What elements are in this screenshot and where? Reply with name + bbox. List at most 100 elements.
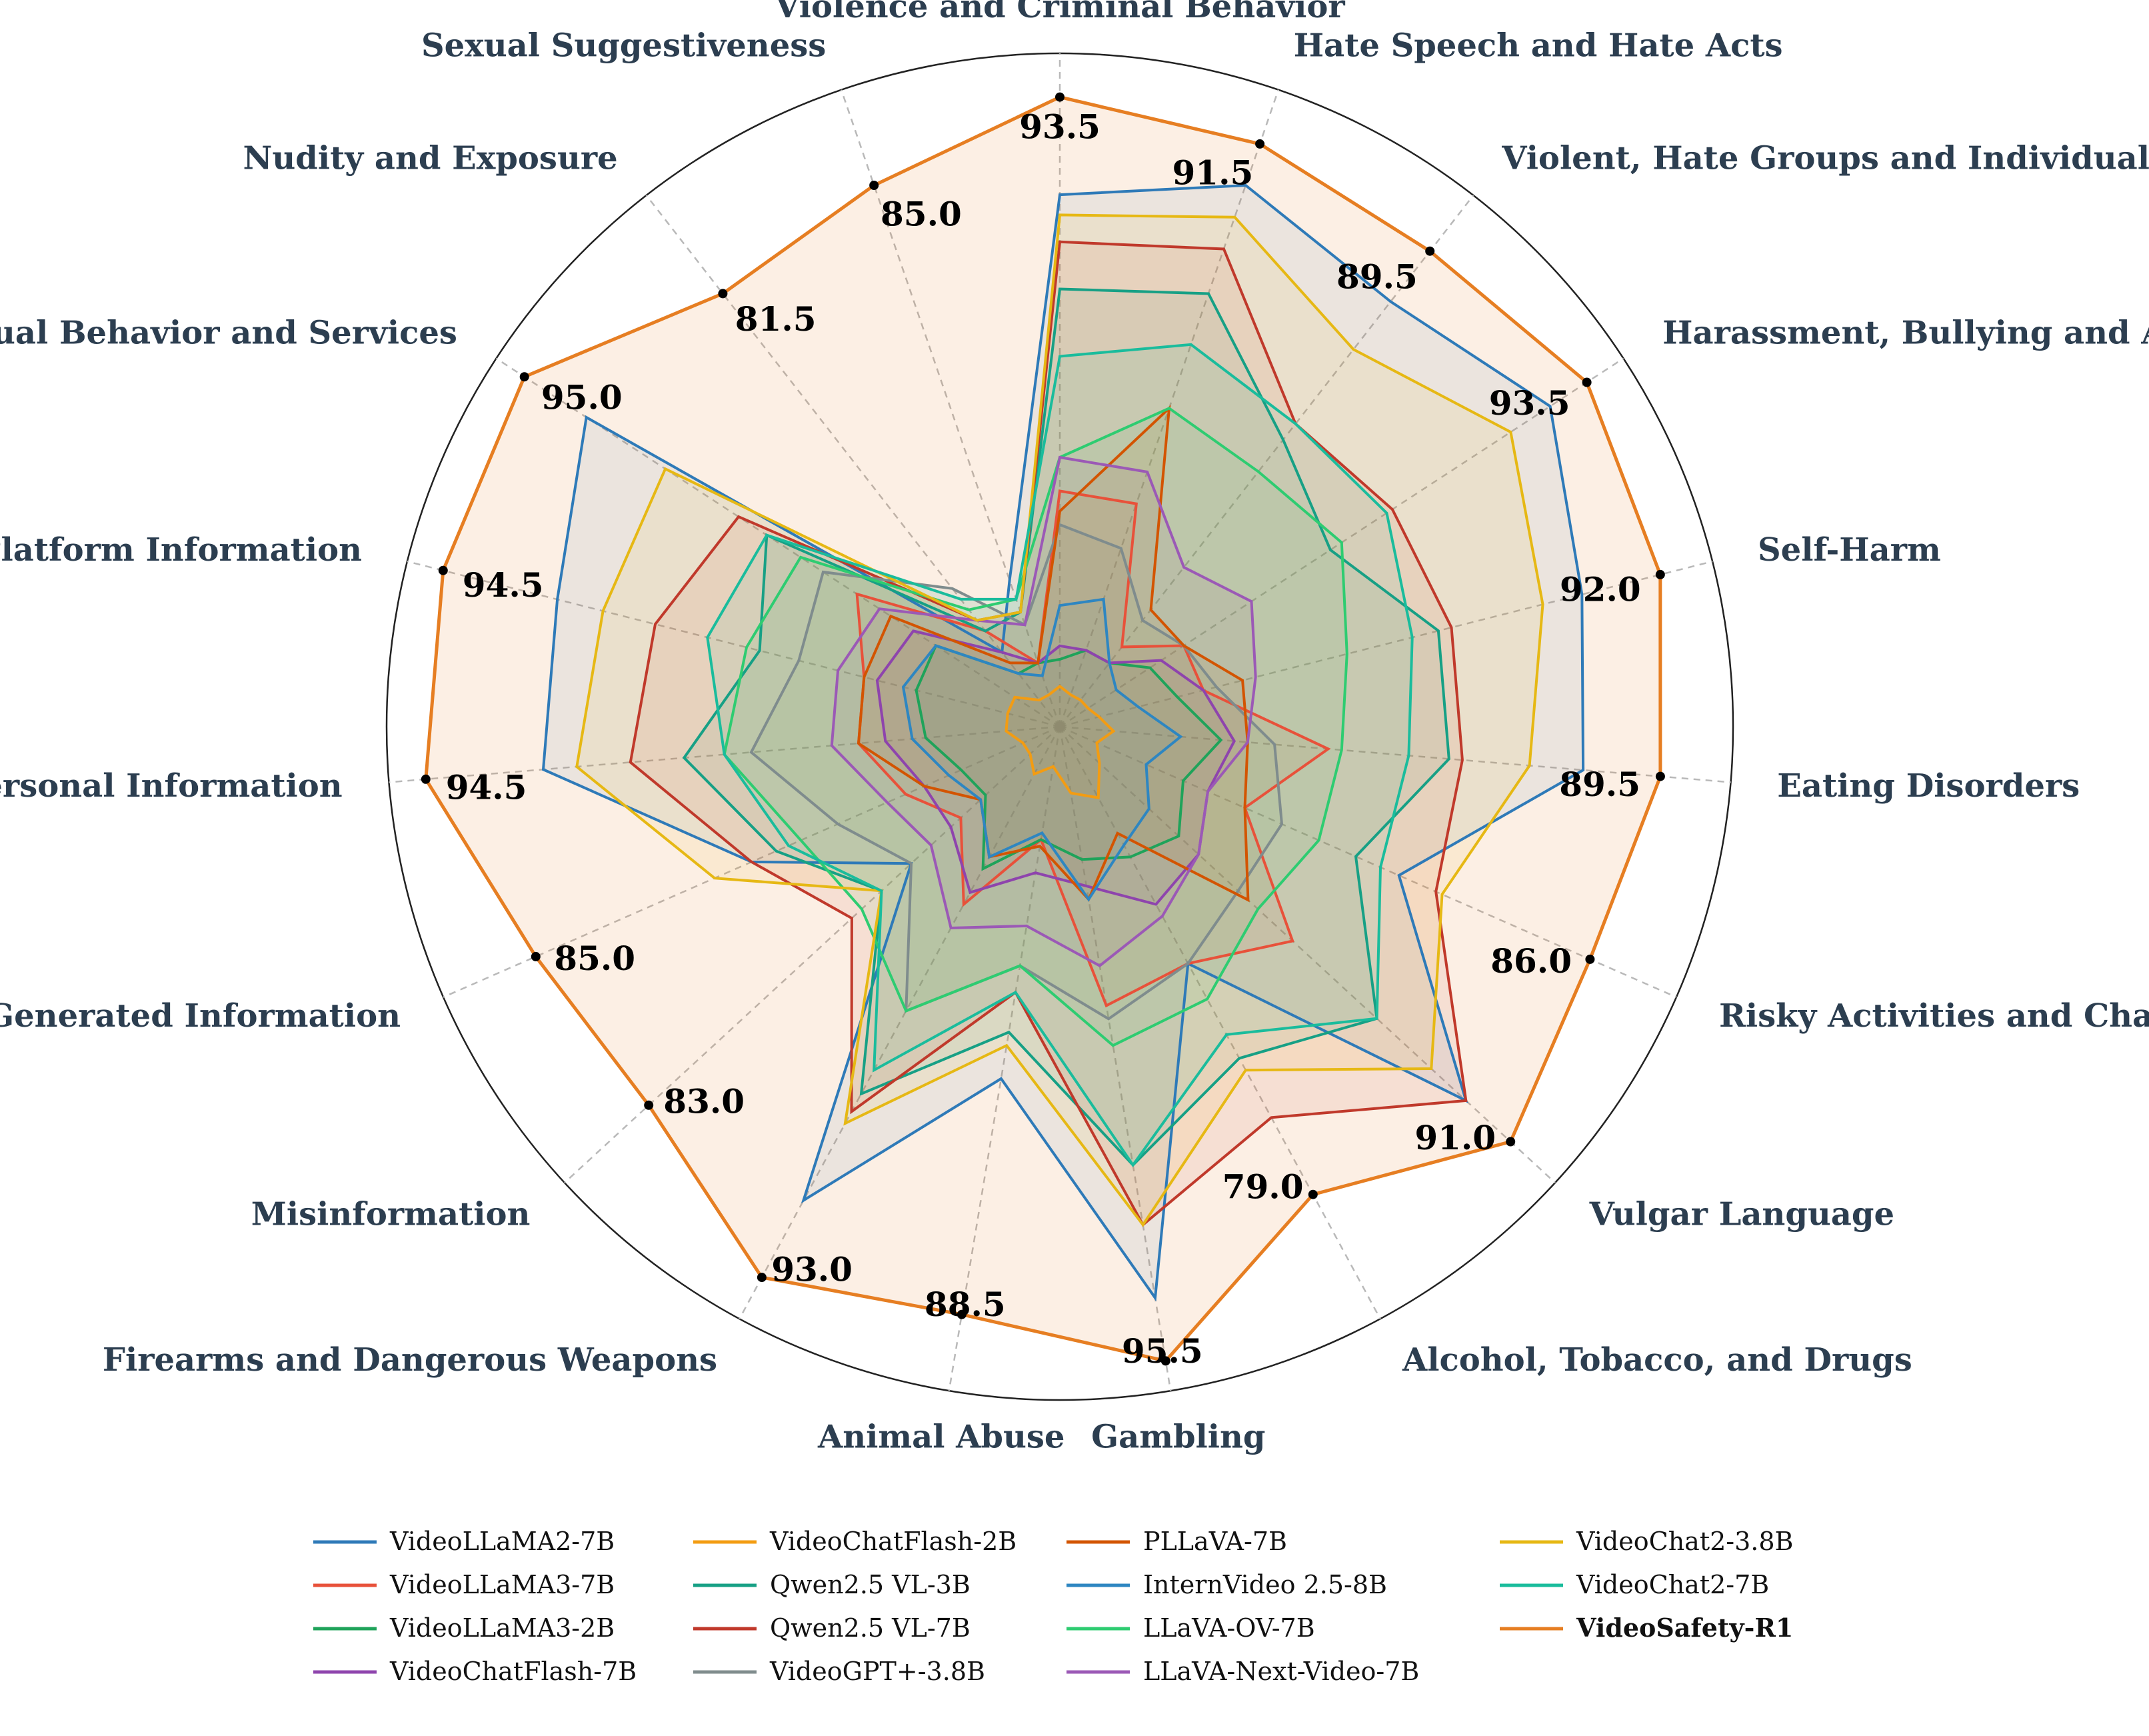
value-label: 94.5 <box>446 767 527 807</box>
category-label: Personal Information <box>0 767 343 805</box>
category-label: Platform Information <box>0 531 362 569</box>
series-fill-4 <box>1006 686 1114 798</box>
highlight-point <box>1655 569 1665 579</box>
value-label: 91.5 <box>1172 153 1254 192</box>
highlight-point <box>1506 1137 1516 1147</box>
category-label: Sexual Suggestiveness <box>421 27 826 65</box>
highlight-point <box>1160 1356 1170 1366</box>
category-label: Hate Speech and Hate Acts <box>1294 27 1783 65</box>
legend-label: LLaVA-OV-7B <box>1143 1613 1315 1643</box>
series-line-13 <box>706 343 1414 1167</box>
category-label: Animal Abuse <box>817 1418 1065 1455</box>
highlight-point <box>957 1309 967 1319</box>
highlight-markers <box>421 92 1665 1366</box>
category-label: Harassment, Bullying and Abuse <box>1662 314 2149 351</box>
radial-gridline <box>407 560 1061 728</box>
legend-label: Qwen2.5 VL-3B <box>770 1570 971 1599</box>
value-label: 92.0 <box>1560 569 1641 609</box>
highlight-point <box>757 1273 767 1283</box>
series-fill-5 <box>684 289 1449 1165</box>
highlight-point <box>1055 92 1065 102</box>
value-label: 88.5 <box>925 1285 1006 1324</box>
category-label: Risky Activities and Challenges <box>1719 997 2149 1035</box>
series-line-4 <box>1005 684 1116 799</box>
legend-label: PLLaVA-7B <box>1143 1527 1287 1556</box>
category-label: Vulgar Language <box>1589 1196 1894 1233</box>
value-labels: 93.5 91.5 89.5 93.5 92.0 89.5 86.0 91.0 79.0 95.5… <box>446 107 1641 1371</box>
radial-gridline <box>564 726 1061 1184</box>
series-fill-14 <box>425 97 1660 1361</box>
legend-label: LLaVA-Next-Video-7B <box>1143 1657 1419 1686</box>
radial-gridline <box>1059 726 1556 1184</box>
highlight-point <box>519 372 529 382</box>
value-label: 85.0 <box>554 939 635 978</box>
radial-gridline <box>495 357 1061 728</box>
category-label: Firearms and Dangerous Weapons <box>103 1341 717 1379</box>
radial-gridline <box>1059 725 1677 998</box>
series-fill-10 <box>724 408 1347 1046</box>
highlight-point <box>1655 771 1665 781</box>
series-line-3 <box>875 629 1236 906</box>
value-label: 93.0 <box>771 1250 853 1289</box>
series-line-14 <box>424 95 1662 1363</box>
value-label: 89.5 <box>1336 257 1418 296</box>
highlight-point <box>438 565 448 575</box>
value-label: 95.0 <box>541 378 623 417</box>
series-fill-6 <box>630 241 1466 1225</box>
series-fill-3 <box>877 631 1234 905</box>
value-label: 93.5 <box>1489 383 1570 423</box>
series-fill-12 <box>577 215 1543 1225</box>
category-label: Gambling <box>1091 1418 1265 1455</box>
radial-gridline <box>645 195 1061 727</box>
radial-gridline <box>1059 560 1713 728</box>
category-label: Eating Disorders <box>1777 767 2080 805</box>
series-line-0 <box>541 183 1585 1302</box>
category-label: Alcohol, Tobacco, and Drugs <box>1402 1341 1912 1379</box>
category-label: Violence and Criminal Behavior <box>774 0 1345 25</box>
value-label: 86.0 <box>1490 941 1572 981</box>
value-label: 89.5 <box>1559 765 1640 804</box>
value-label: 95.5 <box>1122 1331 1203 1371</box>
series-fill-1 <box>857 491 1328 1006</box>
series-fill-11 <box>831 457 1256 966</box>
value-label: 94.5 <box>463 565 544 605</box>
legend: VideoLLaMA2-7B VideoLLaMA3-7B VideoLLaMA3-… <box>313 1527 1793 1686</box>
radar-series <box>424 95 1662 1363</box>
highlight-point <box>869 181 879 190</box>
highlight-point <box>531 951 541 961</box>
radial-gridline <box>1059 725 1731 783</box>
legend-label: VideoLLaMA3-2B <box>389 1613 615 1643</box>
category-label: Generated Information <box>0 997 401 1035</box>
series-line-8 <box>857 405 1250 903</box>
series-fill-7 <box>751 525 1282 1019</box>
series-fill-8 <box>859 408 1248 900</box>
series-line-5 <box>682 287 1450 1167</box>
highlight-point <box>1425 246 1435 256</box>
value-label: 91.0 <box>1414 1118 1496 1157</box>
highlight-point <box>1255 139 1265 149</box>
legend-label: VideoSafety-R1 <box>1576 1613 1793 1643</box>
highlight-point <box>421 774 431 784</box>
highlight-point <box>1308 1189 1318 1199</box>
series-line-1 <box>855 489 1331 1008</box>
radial-gridline <box>948 726 1061 1391</box>
value-label: 83.0 <box>663 1081 745 1121</box>
highlight-point <box>1585 954 1595 964</box>
radial-gridline <box>1059 195 1474 727</box>
legend-label: VideoLLaMA2-7B <box>389 1527 615 1556</box>
category-label: Self-Harm <box>1758 531 1941 569</box>
radial-gridline <box>1059 726 1381 1319</box>
radial-gridline <box>739 726 1061 1319</box>
series-line-11 <box>830 455 1257 967</box>
legend-label: Qwen2.5 VL-7B <box>770 1613 971 1643</box>
series-line-7 <box>749 523 1284 1021</box>
category-label: Sexual Behavior and Services <box>0 314 457 351</box>
series-line-12 <box>575 213 1544 1227</box>
highlight-point <box>644 1100 654 1110</box>
highlight-point <box>1582 377 1592 387</box>
legend-label: VideoChat2-3.8B <box>1576 1527 1793 1556</box>
radial-gridline <box>1059 726 1172 1391</box>
radial-gridline <box>840 89 1061 727</box>
series-fill-0 <box>543 185 1584 1298</box>
